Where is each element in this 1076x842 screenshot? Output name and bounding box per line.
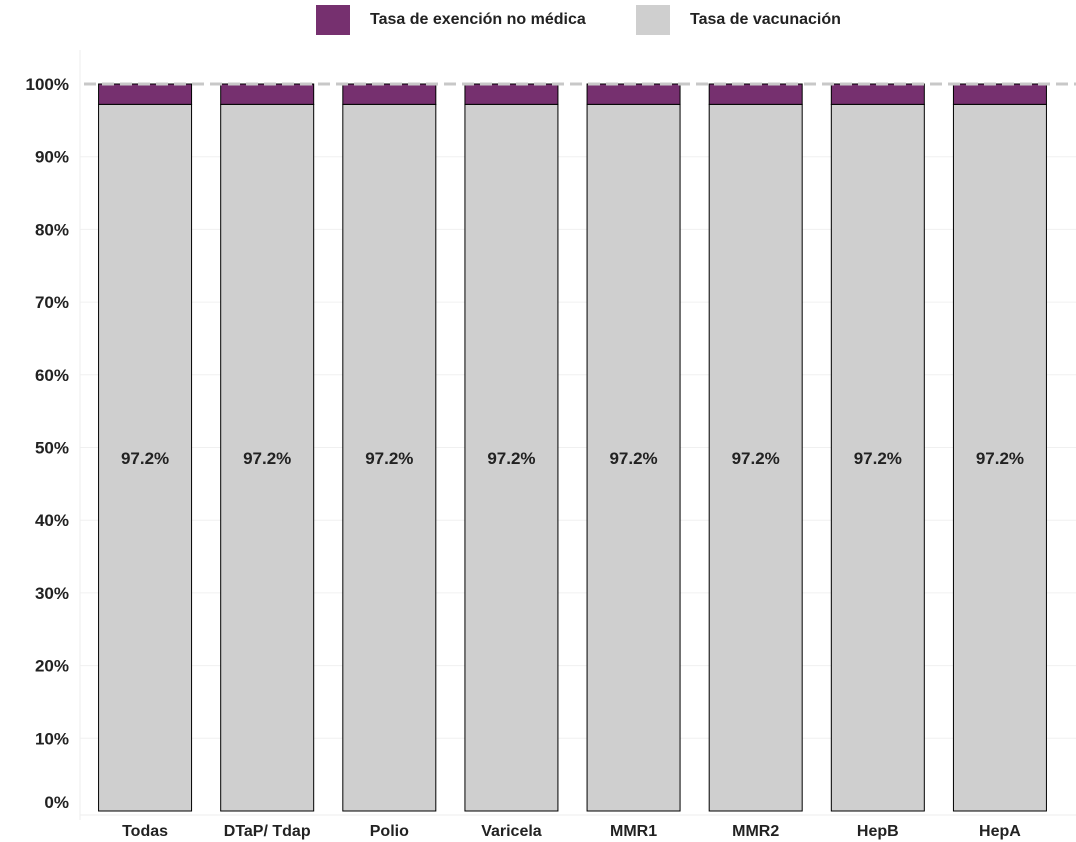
bar-vaccination bbox=[952, 103, 1047, 812]
y-tick-label: 60% bbox=[35, 366, 69, 385]
x-tick-label: Todas bbox=[122, 823, 168, 840]
y-tick-label: 40% bbox=[35, 511, 69, 530]
data-label: 97.2% bbox=[487, 449, 535, 468]
legend-label-vaccination: Tasa de vacunación bbox=[690, 11, 841, 28]
bar-vaccination bbox=[708, 103, 803, 812]
bar-exemption bbox=[342, 83, 437, 105]
data-label: 97.2% bbox=[976, 449, 1024, 468]
data-label: 97.2% bbox=[609, 449, 657, 468]
y-tick-label: 80% bbox=[35, 220, 69, 239]
legend-swatch-vaccination bbox=[636, 5, 670, 35]
legend-item-exemption: Tasa de exención no médica bbox=[316, 5, 586, 35]
bar-vaccination bbox=[830, 103, 925, 812]
y-tick-label: 0% bbox=[44, 793, 69, 812]
bar-vaccination bbox=[342, 103, 437, 812]
bar-exemption bbox=[98, 83, 193, 105]
y-tick-label: 30% bbox=[35, 584, 69, 603]
legend: Tasa de exención no médica Tasa de vacun… bbox=[0, 5, 1076, 35]
bar-exemption bbox=[464, 83, 559, 105]
y-tick-label: 10% bbox=[35, 729, 69, 748]
legend-label-exemption: Tasa de exención no médica bbox=[370, 11, 586, 28]
y-tick-label: 100% bbox=[26, 75, 69, 94]
bar-vaccination bbox=[220, 103, 315, 812]
bar-exemption bbox=[708, 83, 803, 105]
x-tick-label: HepA bbox=[979, 823, 1021, 840]
y-tick-label: 70% bbox=[35, 293, 69, 312]
bar-vaccination bbox=[98, 103, 193, 812]
legend-item-vaccination: Tasa de vacunación bbox=[636, 5, 841, 35]
bar-exemption bbox=[830, 83, 925, 105]
bar-exemption bbox=[220, 83, 315, 105]
x-tick-label: HepB bbox=[857, 823, 899, 840]
x-tick-label: MMR2 bbox=[732, 823, 779, 840]
y-tick-label: 20% bbox=[35, 657, 69, 676]
data-label: 97.2% bbox=[121, 449, 169, 468]
bar-vaccination bbox=[464, 103, 559, 812]
x-tick-label: Varicela bbox=[481, 823, 542, 840]
legend-swatch-exemption bbox=[316, 5, 350, 35]
data-label: 97.2% bbox=[854, 449, 902, 468]
bar-vaccination bbox=[586, 103, 681, 812]
x-tick-label: MMR1 bbox=[610, 823, 657, 840]
data-label: 97.2% bbox=[365, 449, 413, 468]
bar-exemption bbox=[586, 83, 681, 105]
data-label: 97.2% bbox=[243, 449, 291, 468]
y-tick-label: 50% bbox=[35, 439, 69, 458]
x-tick-label: Polio bbox=[370, 823, 409, 840]
y-tick-label: 90% bbox=[35, 148, 69, 167]
x-tick-label: DTaP/ Tdap bbox=[224, 823, 311, 840]
data-label: 97.2% bbox=[732, 449, 780, 468]
bar-exemption bbox=[952, 83, 1047, 105]
